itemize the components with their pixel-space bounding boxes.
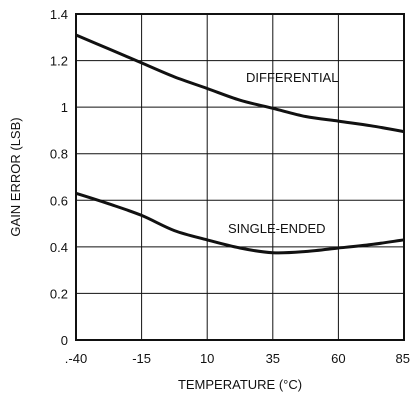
series-line-single-ended [75,191,405,255]
y-tick-label: 0 [61,333,68,348]
x-tick-label: 10 [200,351,214,366]
x-axis-title: TEMPERATURE (°C) [178,377,302,392]
y-tick-label: 0.8 [50,147,68,162]
x-tick-label: 60 [331,351,345,366]
y-tick-label: 0.6 [50,193,68,208]
x-tick-label: -15 [132,351,151,366]
y-tick-label: 0.4 [50,240,68,255]
grid-lines [76,14,404,340]
y-tick-labels: 0 0.2 0.4 0.6 0.8 1 1.2 1.4 [50,7,68,348]
x-tick-label: .-40 [65,351,87,366]
y-tick-label: 1.2 [50,54,68,69]
x-tick-label: 35 [266,351,280,366]
plot-frame [75,13,405,341]
y-axis-title: GAIN ERROR (LSB) [8,117,23,236]
series-line-differential [75,33,405,134]
y-tick-label: 0.2 [50,286,68,301]
series-label-differential: DIFFERENTIAL [246,70,338,85]
x-tick-label: 85 [396,351,410,366]
series-lines [75,33,405,255]
y-tick-label: 1 [61,100,68,115]
series-label-single-ended: SINGLE-ENDED [228,221,326,236]
x-tick-labels: .-40 -15 10 35 60 85 [65,351,410,366]
y-tick-label: 1.4 [50,7,68,22]
